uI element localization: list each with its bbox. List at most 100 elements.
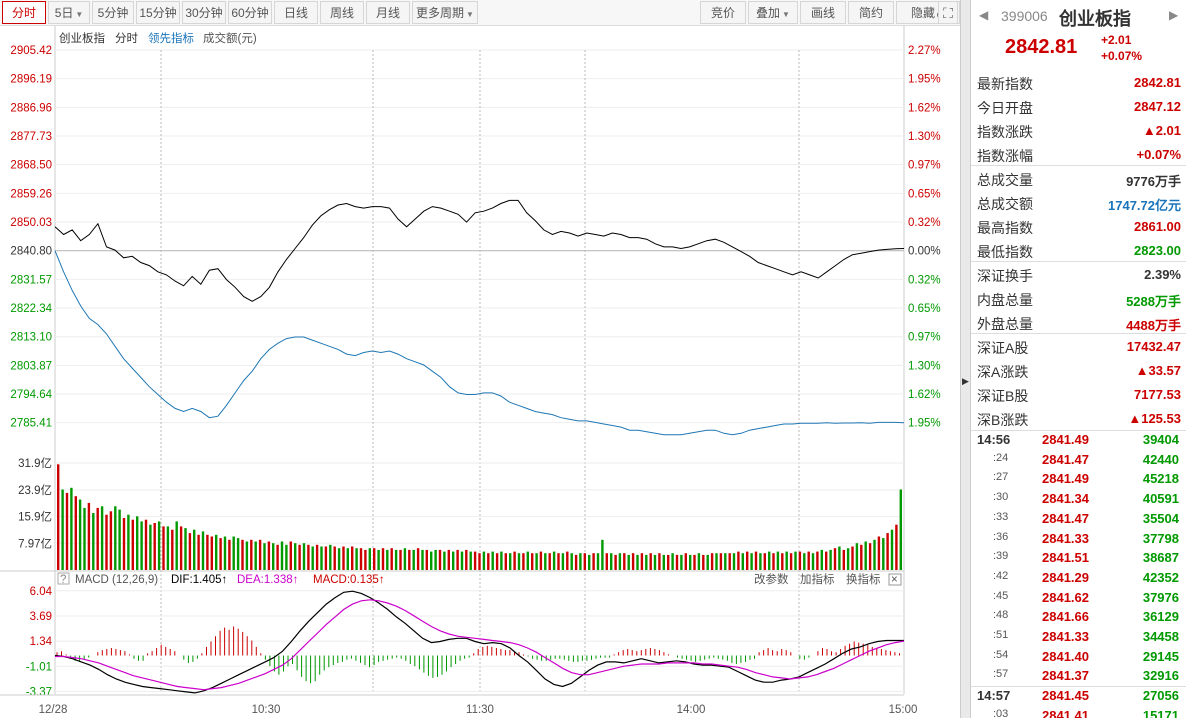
volume-bar [320,546,323,570]
period-tab[interactable]: 60分钟 [228,1,272,24]
tool-button[interactable]: 叠加 ▼ [748,1,798,24]
volume-bar [732,553,736,570]
next-stock-icon[interactable]: ▶ [1169,8,1179,22]
tick-row[interactable]: :57 2841.37 32916 [971,668,1186,688]
stat-row: 指数涨跌 ▲2.01 [971,118,1186,142]
tick-time: :42 [993,569,1009,582]
period-tab[interactable]: 分时 [2,1,46,24]
period-toolbar: 分时 5日 ▼ 5分钟 15分钟 30分钟 60分钟 日线 周线 月线 更多周期 ▼ 竞价 叠加 ▼ 画线 简约… [0,0,960,26]
tick-row[interactable]: :03 2841.41 15171 [971,708,1186,718]
volume-bar [157,521,161,570]
period-tab[interactable]: 更多周期 ▼ [412,1,478,24]
volume-tick-label: 31.9亿 [18,457,52,470]
tick-row[interactable]: :27 2841.49 45218 [971,471,1186,491]
quote-panel: ◀ 399006 创业板指 ▶ 2842.81 +2.01 +0.07% 最新指… [970,0,1186,718]
change-params-button: 改参数 [754,572,789,586]
volume-bar [531,553,534,570]
tick-row[interactable]: :48 2841.66 36129 [971,609,1186,629]
volume-bar [346,548,349,570]
tick-price: 2841.29 [1042,569,1089,585]
period-tab[interactable]: 5日 ▼ [48,1,90,24]
tick-time: 14:57 [977,688,1011,704]
period-tab[interactable]: 30分钟 [182,1,226,24]
stock-code: 399006 [1001,8,1048,24]
volume-bar [636,554,639,570]
volume-bar [302,543,306,570]
period-tab[interactable]: 5分钟 [92,1,134,24]
volume-bar [697,553,701,570]
tick-row[interactable]: 14:56 2841.49 39404 [971,432,1186,452]
volume-bar [399,549,402,570]
volume-bar [355,548,358,570]
tool-button[interactable]: 竞价 [700,1,746,24]
volume-bar [109,511,113,570]
tick-row[interactable]: 14:57 2841.45 27056 [971,688,1186,708]
stat-value: 1747.72亿元 [1108,198,1181,213]
tick-row[interactable]: :51 2841.33 34458 [971,629,1186,649]
volume-bar [87,502,91,570]
volume-bar [70,487,73,570]
volume-bar [781,553,784,570]
tool-button[interactable]: 画线 [800,1,846,24]
tick-row[interactable]: :33 2841.47 35504 [971,511,1186,531]
volume-bar [390,548,393,570]
tick-row[interactable]: :42 2841.29 42352 [971,570,1186,590]
tick-price: 2841.51 [1042,550,1089,566]
collapse-arrow-icon[interactable]: ▶ [962,376,969,386]
tick-time: :24 [993,451,1009,464]
volume-bar [662,554,665,570]
volume-bar [473,551,477,570]
volume-bar [495,553,499,570]
prev-stock-icon[interactable]: ◀ [979,8,989,22]
period-tab[interactable]: 日线 [274,1,318,24]
stat-key: 深B涨跌 [977,412,1029,428]
volume-bar [337,548,341,570]
volume-bar [592,553,595,570]
period-tab[interactable]: 周线 [320,1,364,24]
tick-price: 2841.37 [1042,668,1089,684]
volume-bar [122,518,126,570]
price-tick-label: 2785.41 [10,418,52,430]
tick-row[interactable]: :36 2841.33 37798 [971,531,1186,551]
tick-row[interactable]: :24 2841.47 42440 [971,452,1186,472]
volume-bar [544,553,547,570]
stat-key: 总成交额 [977,196,1033,212]
volume-bar [342,546,345,570]
fullscreen-button[interactable]: ⛶ [938,1,958,24]
period-tab-label: 15分钟 [139,6,177,20]
help-icon: ? [60,574,66,586]
macd-tick-label: -3.37 [26,687,52,699]
volume-bar [833,548,837,570]
volume-bar [447,549,450,570]
tick-price: 2841.47 [1042,451,1089,467]
volume-bar [719,553,723,570]
tick-volume: 35504 [1142,510,1179,526]
tick-row[interactable]: :54 2841.40 29145 [971,649,1186,669]
tick-row[interactable]: :45 2841.62 37976 [971,590,1186,610]
volume-bar [759,553,762,570]
volume-bar [403,548,407,570]
volume-bar [689,554,692,570]
intraday-chart[interactable]: 创业板指 分时 领先指标 成交额(元) 2905.42 2.27% 2896.19 1.95%… [0,26,960,718]
tick-row[interactable]: :30 2841.34 40591 [971,491,1186,511]
volume-bar [298,544,301,570]
tick-time: :51 [993,629,1009,641]
stat-value: ▲125.53 [1128,411,1181,426]
volume-bar [83,507,86,570]
volume-bar [386,549,389,570]
tool-button-label: 叠加 [756,6,781,20]
volume-bar [394,549,398,570]
panel-collapse-handle[interactable]: ▶ [960,0,970,718]
tick-list[interactable]: 14:56 2841.49 39404:24 2841.47 42440:27 2841.… [971,430,1186,718]
volume-bar [166,526,170,570]
period-tab[interactable]: 15分钟 [136,1,180,24]
period-tab[interactable]: 月线 [366,1,410,24]
tick-row[interactable]: :39 2841.51 38687 [971,550,1186,570]
tick-volume: 37976 [1142,589,1179,605]
tool-button[interactable]: 简约 [848,1,894,24]
volume-bar [671,553,674,570]
volume-bar [184,528,187,570]
tick-price: 2841.49 [1042,471,1089,487]
dif-line [54,590,904,694]
pct-tick-label: 1.62% [908,389,941,401]
